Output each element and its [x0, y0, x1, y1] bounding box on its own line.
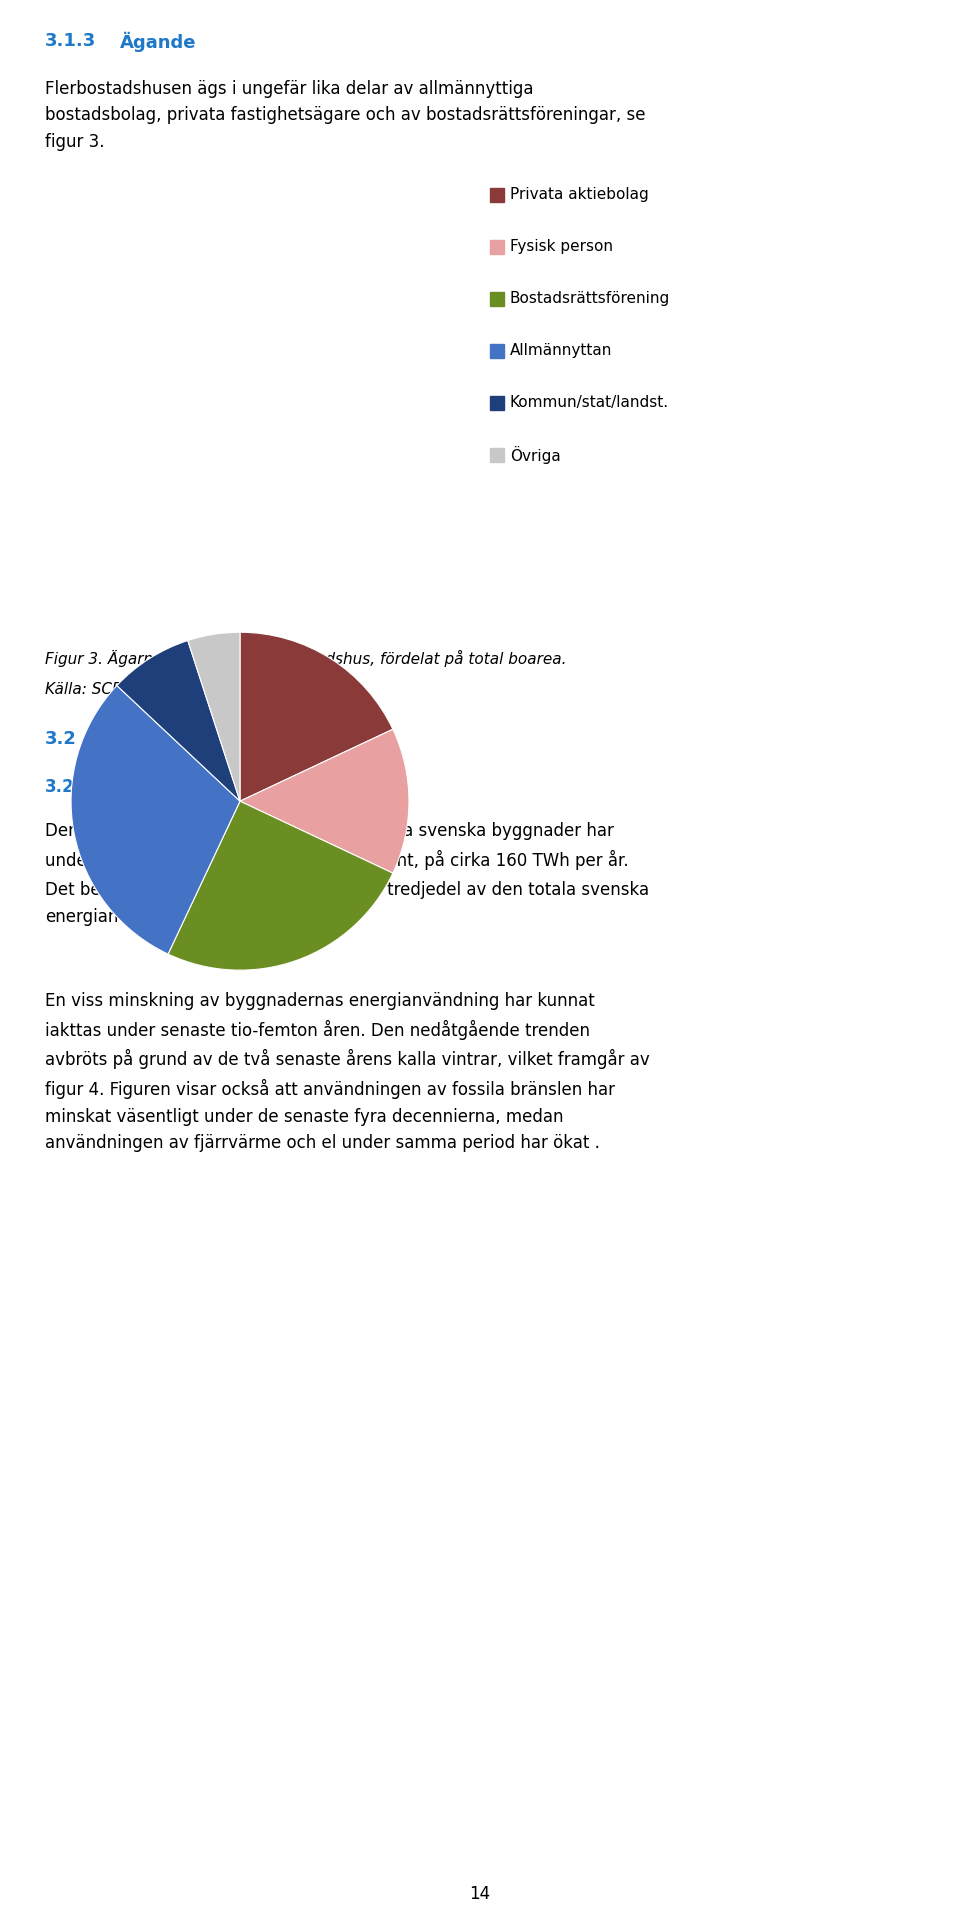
- Text: Kommun/stat/landst.: Kommun/stat/landst.: [510, 396, 669, 410]
- Text: Allmännyttan: Allmännyttan: [510, 343, 612, 358]
- Wedge shape: [240, 632, 393, 802]
- Text: En viss minskning av byggnadernas energianvändning har kunnat
iakttas under sena: En viss minskning av byggnadernas energi…: [45, 991, 650, 1152]
- Text: Fysisk person: Fysisk person: [510, 239, 613, 255]
- Text: Ägande: Ägande: [120, 33, 197, 52]
- Text: Källa: SCB (2011).: Källa: SCB (2011).: [45, 681, 183, 697]
- Bar: [490, 293, 504, 306]
- Text: Övriga: Övriga: [510, 446, 561, 463]
- Text: 3.1.3: 3.1.3: [45, 33, 96, 50]
- Text: Den totala energianvändningen för samtliga svenska byggnader har
under flera dec: Den totala energianvändningen för samtli…: [45, 821, 649, 926]
- Text: Privata aktiebolag: Privata aktiebolag: [510, 188, 649, 203]
- Bar: [490, 188, 504, 203]
- Text: Figur 3. Ägarna av svenska flerbostadshus, fördelat på total boarea.: Figur 3. Ägarna av svenska flerbostadshu…: [45, 651, 566, 666]
- Wedge shape: [240, 729, 409, 873]
- Text: 3.2: 3.2: [45, 729, 77, 748]
- Bar: [490, 448, 504, 461]
- Bar: [490, 239, 504, 255]
- Text: Bostadsrättsförening: Bostadsrättsförening: [510, 291, 670, 306]
- Text: Total energianvändning: Total energianvändning: [130, 777, 350, 796]
- Bar: [490, 396, 504, 410]
- Wedge shape: [168, 802, 393, 970]
- Text: 3.2.1: 3.2.1: [45, 777, 92, 796]
- Wedge shape: [188, 632, 240, 802]
- Bar: [490, 345, 504, 358]
- Wedge shape: [117, 641, 240, 802]
- Text: 14: 14: [469, 1885, 491, 1903]
- Text: Energianvändning: Energianvändning: [108, 729, 292, 748]
- Wedge shape: [71, 685, 240, 953]
- Text: Flerbostadshusen ägs i ungefär lika delar av allmännyttiga
bostadsbolag, privata: Flerbostadshusen ägs i ungefär lika dela…: [45, 80, 645, 151]
